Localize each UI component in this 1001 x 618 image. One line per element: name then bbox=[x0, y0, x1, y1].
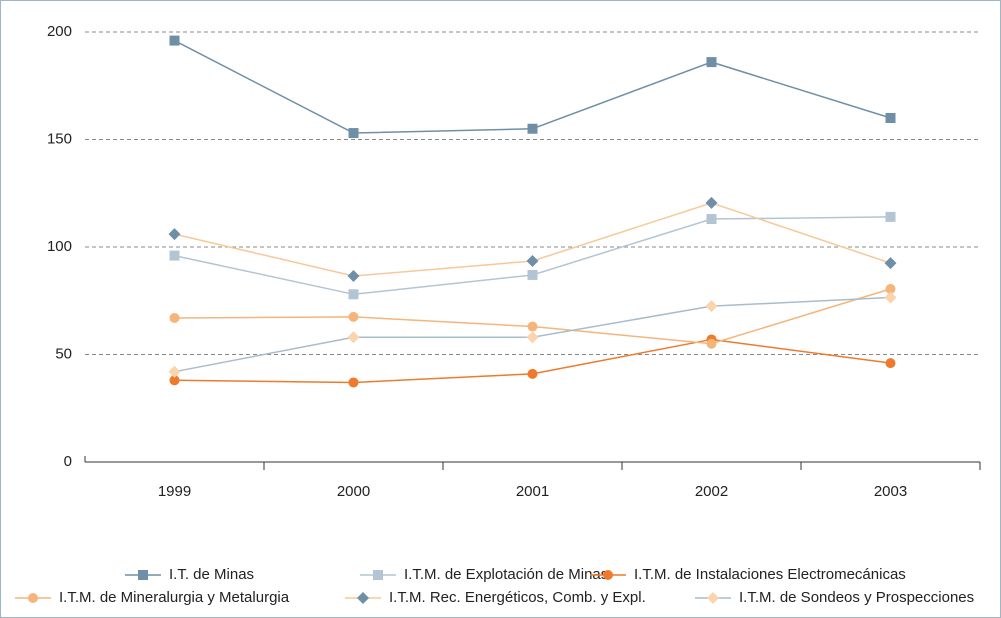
marker bbox=[169, 312, 180, 323]
marker bbox=[347, 270, 360, 283]
legend-label: I.T. de Minas bbox=[169, 566, 254, 583]
y-tick-label: 150 bbox=[47, 130, 72, 147]
legend-label: I.T.M. de Mineralurgia y Metalurgia bbox=[59, 589, 290, 606]
marker bbox=[705, 196, 718, 209]
marker bbox=[706, 338, 717, 349]
marker bbox=[347, 331, 360, 344]
marker bbox=[884, 257, 897, 270]
y-tick-label: 100 bbox=[47, 238, 72, 255]
x-tick-label: 2001 bbox=[516, 483, 549, 500]
y-tick-label: 50 bbox=[55, 345, 72, 362]
marker bbox=[884, 291, 897, 304]
marker bbox=[168, 228, 181, 241]
legend-marker bbox=[707, 592, 719, 604]
marker bbox=[706, 214, 717, 225]
legend-marker bbox=[138, 570, 148, 580]
marker bbox=[526, 331, 539, 344]
x-tick-label: 1999 bbox=[158, 483, 191, 500]
marker bbox=[885, 283, 896, 294]
legend-label: I.T.M. de Explotación de Minas bbox=[404, 566, 608, 583]
legend-label: I.T.M. de Sondeos y Prospecciones bbox=[739, 589, 974, 606]
marker bbox=[527, 269, 538, 280]
marker bbox=[348, 289, 359, 300]
x-tick-label: 2002 bbox=[695, 483, 728, 500]
legend-label: I.T.M. Rec. Energéticos, Comb. y Expl. bbox=[389, 589, 646, 606]
marker bbox=[885, 113, 896, 123]
legend-marker bbox=[357, 592, 369, 604]
marker bbox=[348, 128, 359, 139]
marker bbox=[348, 377, 359, 388]
legend-marker bbox=[373, 570, 383, 580]
marker bbox=[885, 211, 896, 222]
marker bbox=[706, 57, 717, 68]
x-tick-label: 2003 bbox=[874, 483, 907, 500]
marker bbox=[526, 254, 539, 267]
legend-marker bbox=[603, 570, 613, 580]
marker bbox=[169, 35, 180, 46]
marker bbox=[168, 365, 181, 378]
marker bbox=[885, 358, 896, 369]
y-tick-label: 200 bbox=[47, 23, 72, 40]
legend-label: I.T.M. de Instalaciones Electromecánicas bbox=[634, 566, 906, 583]
x-tick-label: 2000 bbox=[337, 483, 370, 500]
marker bbox=[348, 311, 359, 322]
marker bbox=[527, 321, 538, 332]
marker bbox=[527, 123, 538, 134]
marker bbox=[705, 300, 718, 313]
legend-marker bbox=[28, 593, 38, 603]
marker bbox=[527, 368, 538, 379]
y-tick-label: 0 bbox=[64, 453, 72, 470]
marker bbox=[169, 375, 180, 386]
marker bbox=[169, 250, 180, 261]
